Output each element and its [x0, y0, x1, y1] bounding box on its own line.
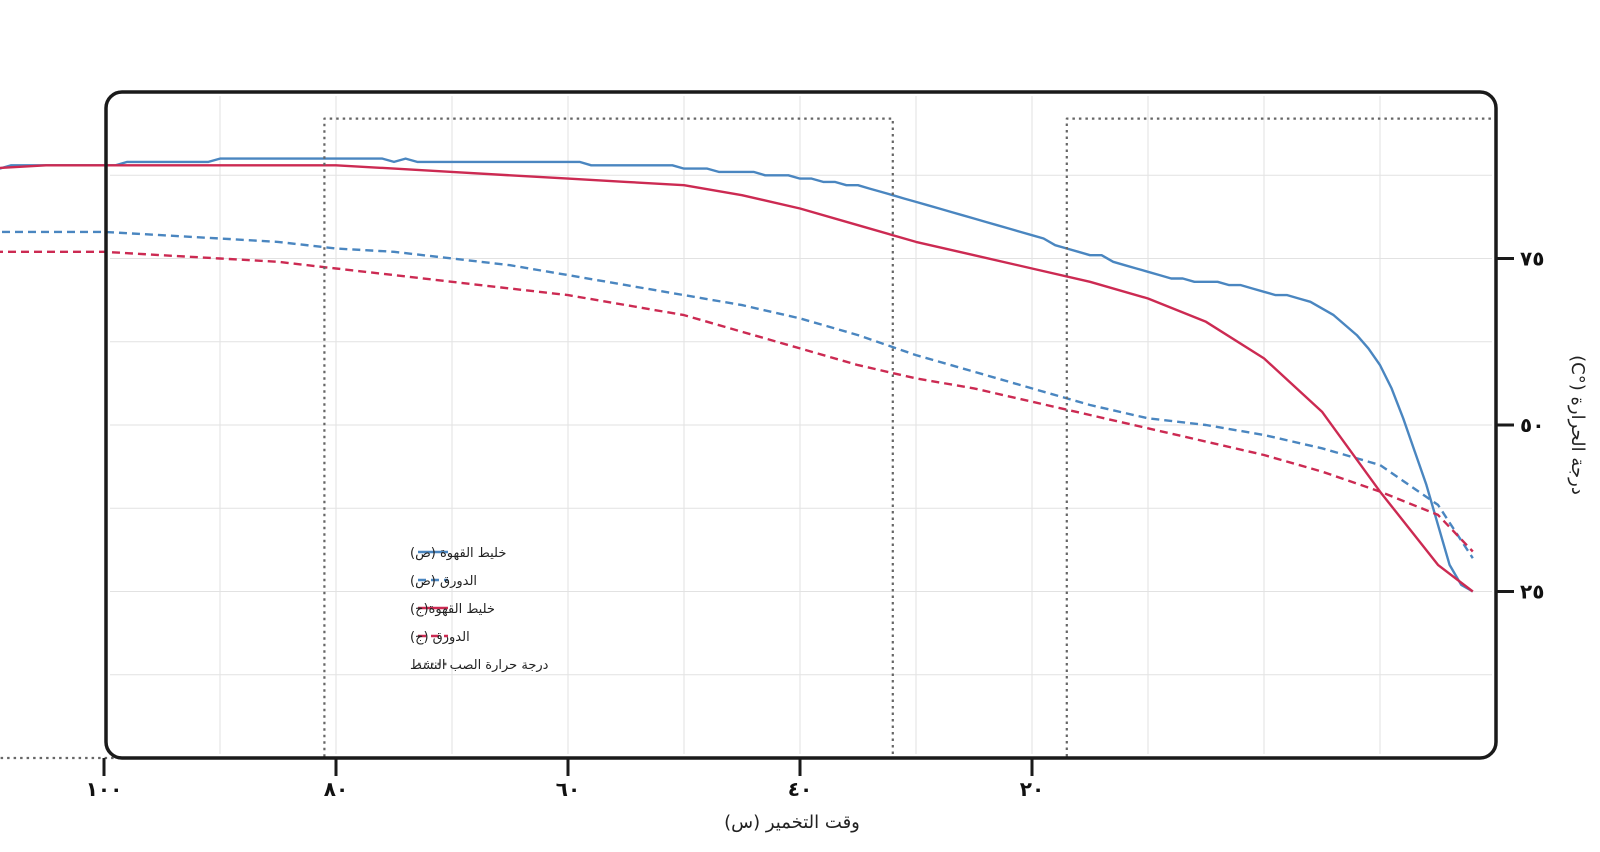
grid — [110, 96, 1492, 754]
x-tick-label: ٢٠ — [1020, 777, 1044, 801]
legend-label: خليط القهوة (ص) — [410, 546, 506, 561]
series-line-4 — [0, 250, 1474, 553]
x-tick-label: ٤٠ — [788, 777, 812, 801]
y-tick-label: ٢٥ — [1520, 580, 1544, 604]
series-layer — [0, 117, 1496, 760]
x-tick-label: ٨٠ — [324, 777, 348, 801]
series-line-2 — [0, 230, 1474, 559]
legend-label: خليط القهوة(ج) — [410, 602, 495, 617]
y-axis-title: درجة الحرارة (°C) — [1567, 355, 1588, 495]
x-axis: ١٠٠ ٨٠ ٦٠ ٤٠ ٢٠ — [86, 758, 1044, 801]
series-line-3 — [0, 164, 1474, 593]
y-axis: ٢٥ ٥٠ ٧٥ — [1496, 247, 1544, 604]
series-line-1 — [0, 157, 1474, 593]
legend-label: درجة حرارة الصب النشط — [410, 658, 549, 673]
series-line-5 — [0, 117, 1496, 760]
y-tick-label: ٥٠ — [1520, 413, 1544, 437]
y-tick-label: ٧٥ — [1520, 247, 1544, 271]
legend-label: الدورق (ج) — [410, 630, 470, 645]
x-axis-title: وقت التخمير (س) — [724, 812, 860, 833]
legend: خليط القهوة (ص) الدورق (ص) خليط القهوة(ج) ا… — [410, 546, 549, 673]
legend-label: الدورق (ص) — [410, 574, 477, 589]
x-tick-label: ١٠٠ — [86, 777, 123, 801]
x-tick-label: ٦٠ — [556, 777, 580, 801]
